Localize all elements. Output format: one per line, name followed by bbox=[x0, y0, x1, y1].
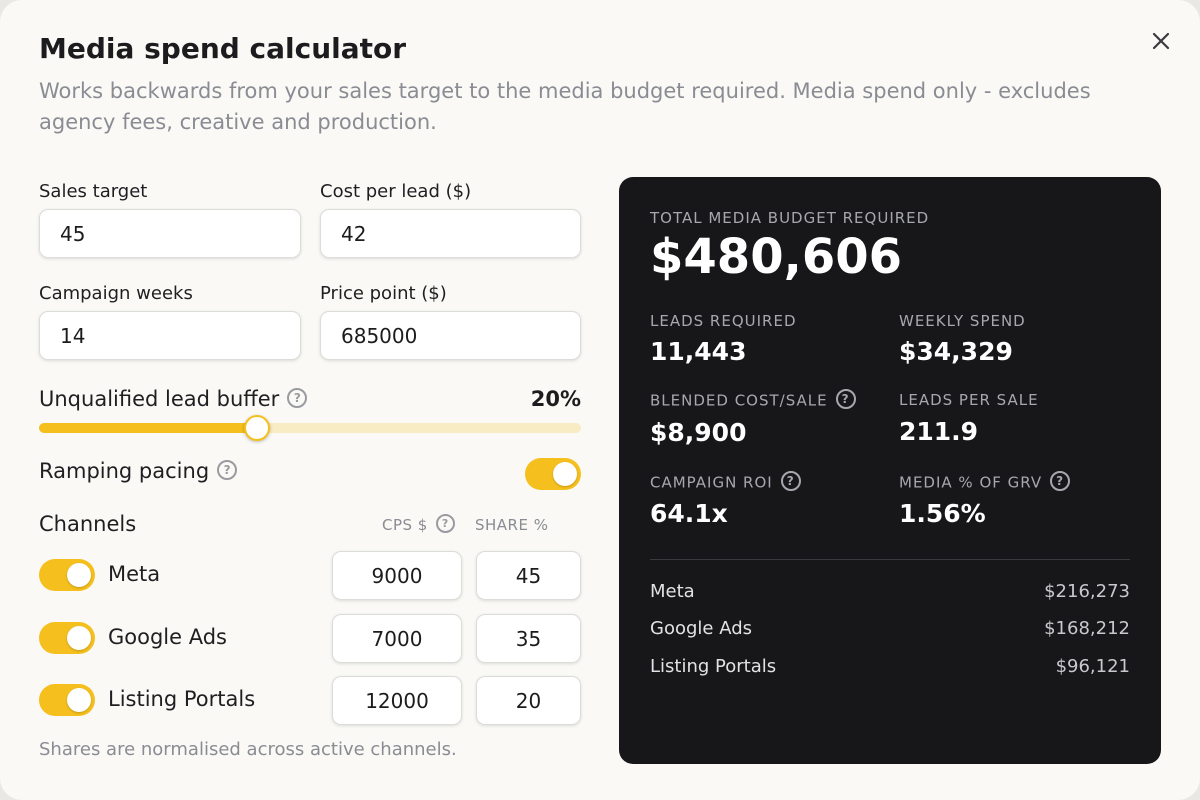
grv-label-row: MEDIA % OF GRV? bbox=[899, 471, 1071, 493]
buffer-slider-thumb[interactable] bbox=[244, 415, 271, 441]
blended-cost-label: BLENDED COST/SALE bbox=[650, 391, 828, 410]
help-circle-icon[interactable]: ? bbox=[1050, 471, 1071, 491]
channel-name: Listing Portals bbox=[108, 687, 256, 711]
sales-target-label: Sales target bbox=[39, 181, 148, 202]
channel-toggle-listing-portals[interactable] bbox=[39, 684, 95, 716]
help-circle-icon[interactable]: ? bbox=[435, 514, 455, 533]
weekly-spend-label: WEEKLY SPEND bbox=[899, 312, 1026, 330]
close-button[interactable] bbox=[1146, 26, 1176, 56]
breakdown-name: Meta bbox=[650, 581, 695, 602]
help-circle-icon[interactable]: ? bbox=[287, 388, 308, 408]
channel-toggle-google-ads[interactable] bbox=[39, 622, 95, 654]
divider bbox=[650, 559, 1130, 560]
toggle-knob bbox=[67, 626, 91, 650]
help-circle-icon[interactable]: ? bbox=[217, 460, 238, 480]
toggle-knob bbox=[553, 462, 577, 486]
channel-share-input[interactable] bbox=[476, 676, 581, 725]
weekly-spend-value: $34,329 bbox=[899, 337, 1013, 366]
leads-required-label: LEADS REQUIRED bbox=[650, 312, 797, 330]
help-circle-icon[interactable]: ? bbox=[835, 389, 856, 409]
buffer-label-row: Unqualified lead buffer? bbox=[39, 387, 308, 411]
roi-value: 64.1x bbox=[650, 499, 728, 528]
campaign-weeks-input[interactable] bbox=[39, 311, 301, 360]
channel-share-input[interactable] bbox=[476, 614, 581, 663]
channel-cps-input[interactable] bbox=[332, 614, 462, 663]
channel-toggle-meta[interactable] bbox=[39, 559, 95, 591]
toggle-knob bbox=[67, 688, 91, 712]
channel-cps-input[interactable] bbox=[332, 676, 462, 725]
page-title: Media spend calculator bbox=[39, 32, 407, 65]
pacing-label-row: Ramping pacing? bbox=[39, 459, 238, 483]
breakdown-value: $96,121 bbox=[1055, 656, 1130, 677]
channel-name: Meta bbox=[108, 562, 161, 586]
cps-header-row: CPS $? bbox=[382, 514, 455, 535]
price-point-label: Price point ($) bbox=[320, 283, 447, 304]
toggle-knob bbox=[67, 563, 91, 587]
leads-per-sale-label: LEADS PER SALE bbox=[899, 391, 1039, 409]
total-budget-value: $480,606 bbox=[650, 229, 903, 285]
blended-cost-value: $8,900 bbox=[650, 418, 747, 447]
channel-cps-input[interactable] bbox=[332, 551, 462, 600]
roi-label-row: CAMPAIGN ROI? bbox=[650, 471, 801, 493]
breakdown-value: $216,273 bbox=[1044, 581, 1130, 602]
buffer-slider-fill bbox=[39, 423, 258, 433]
pacing-label: Ramping pacing bbox=[39, 459, 210, 483]
total-budget-label: TOTAL MEDIA BUDGET REQUIRED bbox=[650, 209, 930, 227]
channels-footnote: Shares are normalised across active chan… bbox=[39, 739, 457, 760]
pacing-toggle[interactable] bbox=[525, 458, 581, 490]
channel-name: Google Ads bbox=[108, 625, 227, 649]
campaign-weeks-label: Campaign weeks bbox=[39, 283, 193, 304]
results-panel: TOTAL MEDIA BUDGET REQUIRED $480,606 LEA… bbox=[619, 177, 1161, 764]
cost-per-lead-label: Cost per lead ($) bbox=[320, 181, 472, 202]
leads-required-value: 11,443 bbox=[650, 337, 747, 366]
breakdown-name: Google Ads bbox=[650, 618, 752, 639]
grv-value: 1.56% bbox=[899, 499, 986, 528]
blended-cost-label-row: BLENDED COST/SALE? bbox=[650, 389, 856, 411]
close-icon bbox=[1152, 32, 1170, 50]
grv-label: MEDIA % OF GRV bbox=[899, 473, 1043, 492]
leads-per-sale-value: 211.9 bbox=[899, 417, 979, 446]
roi-label: CAMPAIGN ROI bbox=[650, 473, 773, 492]
channels-label: Channels bbox=[39, 512, 137, 536]
breakdown-name: Listing Portals bbox=[650, 656, 777, 677]
buffer-slider-track[interactable] bbox=[39, 415, 581, 441]
buffer-label: Unqualified lead buffer bbox=[39, 387, 280, 411]
share-header: SHARE % bbox=[475, 516, 549, 534]
cps-header: CPS $ bbox=[382, 516, 428, 534]
sales-target-input[interactable] bbox=[39, 209, 301, 258]
breakdown-value: $168,212 bbox=[1044, 618, 1130, 639]
buffer-value: 20% bbox=[530, 387, 581, 411]
channel-share-input[interactable] bbox=[476, 551, 581, 600]
cost-per-lead-input[interactable] bbox=[320, 209, 581, 258]
page-subtitle: Works backwards from your sales target t… bbox=[39, 79, 1091, 134]
price-point-input[interactable] bbox=[320, 311, 581, 360]
help-circle-icon[interactable]: ? bbox=[780, 471, 801, 491]
